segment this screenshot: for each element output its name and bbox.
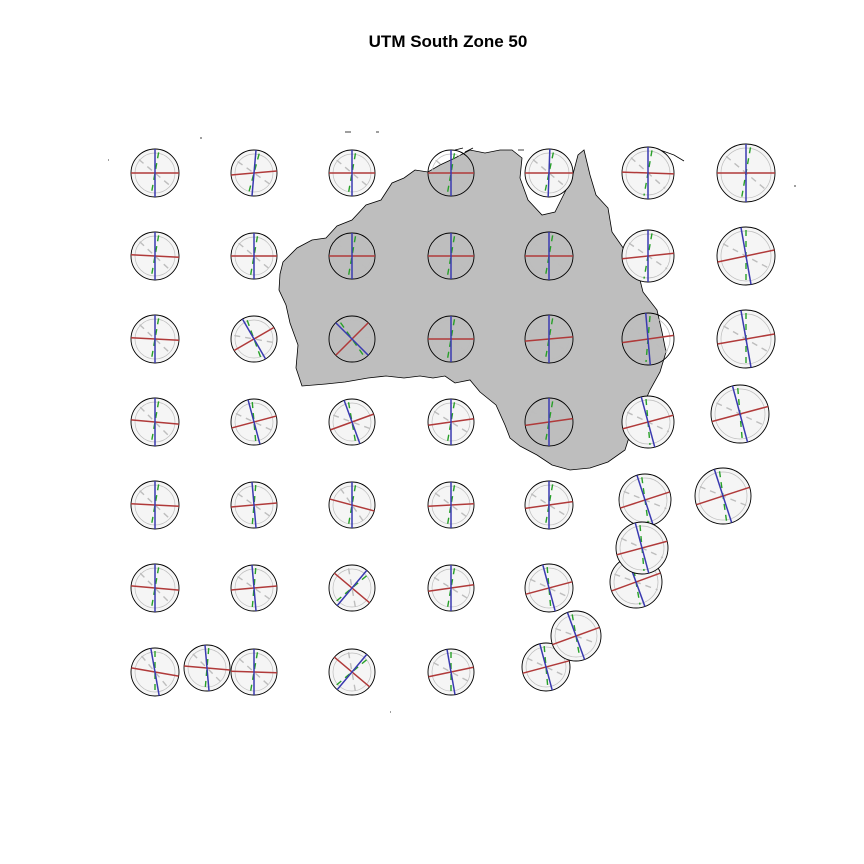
tissot-circle (328, 648, 376, 696)
tissot-circle (524, 480, 574, 530)
tissot-circle (130, 231, 180, 281)
tissot-circle (550, 610, 602, 662)
tissot-circle (716, 143, 776, 203)
tissot-circle (621, 229, 675, 283)
tissot-circle (427, 398, 475, 446)
tissot-circle (716, 309, 776, 369)
tissot-circle (427, 564, 475, 612)
tissot-circle (230, 232, 278, 280)
tissot-circle (230, 315, 278, 363)
tissot-circle (130, 397, 180, 447)
tissot-circle (618, 473, 672, 527)
tissot-circle (130, 480, 180, 530)
tissot-circle (621, 312, 675, 366)
tissot-circle (427, 315, 475, 363)
tissot-circle (710, 384, 770, 444)
mainland-australia (278, 149, 667, 471)
tissot-circle (328, 232, 376, 280)
tissot-circle (328, 481, 376, 529)
tissot-circle (524, 231, 574, 281)
tissot-circle (716, 226, 776, 286)
tissot-circle (130, 314, 180, 364)
tissot-circle (130, 563, 180, 613)
tissot-circle (130, 148, 180, 198)
tissot-circle (427, 232, 475, 280)
tissot-circle (521, 642, 571, 692)
tissot-circle (230, 398, 278, 446)
tissot-circle (524, 563, 574, 613)
tissot-circle (230, 149, 278, 197)
tissot-circle (230, 564, 278, 612)
tissot-circle (524, 314, 574, 364)
tissot-circle (230, 481, 278, 529)
plot-title: UTM South Zone 50 (369, 32, 528, 51)
tissot-circle (328, 564, 376, 612)
tissot-circle (524, 148, 574, 198)
tissot-circle (328, 315, 376, 363)
tissot-circle (621, 146, 675, 200)
tissot-indicatrix-grid (130, 143, 776, 697)
tissot-circle (524, 397, 574, 447)
tissot-circle (328, 149, 376, 197)
tissot-circle (183, 644, 231, 692)
tissot-circle (130, 647, 180, 697)
tissot-circle (427, 149, 475, 197)
tissot-circle (621, 395, 675, 449)
tissot-circle (694, 467, 752, 525)
tissot-circle (427, 648, 475, 696)
tissot-circle (615, 521, 669, 575)
tissot-circle (328, 398, 376, 446)
tissot-circle (427, 481, 475, 529)
tissot-circle (230, 648, 278, 696)
